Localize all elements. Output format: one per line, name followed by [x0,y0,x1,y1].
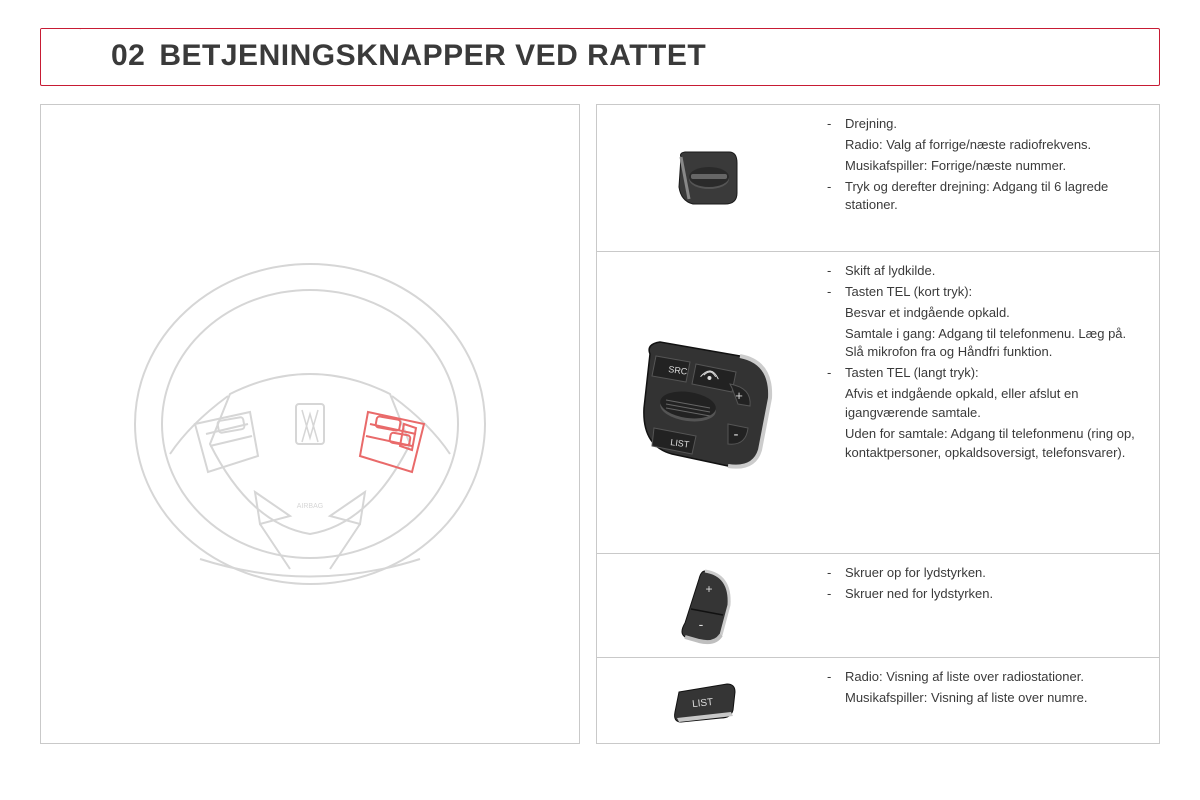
list-sub: Radio: Valg af forrige/næste radiofrekve… [823,136,1145,155]
header-notch [40,28,82,86]
table-row: + - Skruer op for lydstyrken. Skruer ned… [596,554,1160,658]
svg-text:+: + [705,582,712,596]
svg-text:AIRBAG: AIRBAG [297,503,323,510]
list-item: Tasten TEL (kort tryk): [823,283,1145,302]
list-item: Radio: Visning af liste over radiostatio… [823,668,1145,687]
icon-cell: SRC [597,252,817,553]
list-sub: Besvar et indgående opkald. [823,304,1145,323]
description-cell: Skift af lydkilde. Tasten TEL (kort tryk… [817,252,1159,553]
controls-table: Drejning. Radio: Valg af forrige/næste r… [596,104,1160,744]
table-row: Drejning. Radio: Valg af forrige/næste r… [596,104,1160,252]
icon-cell: + - [597,554,817,657]
list-item: Skruer ned for lydstyrken. [823,585,1145,604]
volume-rocker-icon: + - [675,565,739,647]
list-sub: Uden for samtale: Adgang til telefonmenu… [823,425,1145,463]
list-item: Drejning. [823,115,1145,134]
list-button-icon: LIST [671,678,743,724]
list-sub: Samtale i gang: Adgang til telefonmenu. … [823,325,1145,363]
page-title: 02 BETJENINGSKNAPPER VED RATTET [111,39,706,73]
list-item: Tasten TEL (langt tryk): [823,364,1145,383]
steering-wheel-panel: AIRBAG [40,104,580,744]
list-sub: Musikafspiller: Visning af liste over nu… [823,689,1145,708]
table-row: LIST Radio: Visning af liste over radios… [596,658,1160,744]
description-cell: Skruer op for lydstyrken. Skruer ned for… [817,554,1159,657]
description-cell: Drejning. Radio: Valg af forrige/næste r… [817,105,1159,251]
icon-cell [597,105,817,251]
source-list-pad-icon: SRC [632,328,782,478]
svg-text:-: - [699,616,704,632]
content-area: AIRBAG [40,104,1160,744]
icon-cell: LIST [597,658,817,743]
section-title: BETJENINGSKNAPPER VED RATTET [159,39,706,72]
list-item: Skruer op for lydstyrken. [823,564,1145,583]
table-row: SRC [596,252,1160,554]
list-sub: Afvis et indgående opkald, eller afslut … [823,385,1145,423]
description-cell: Radio: Visning af liste over radiostatio… [817,658,1159,743]
rotary-knob-icon [675,149,739,207]
list-sub: Musikafspiller: Forrige/næste nummer. [823,157,1145,176]
list-item: Skift af lydkilde. [823,262,1145,281]
svg-text:-: - [734,426,739,443]
page-header: 02 BETJENINGSKNAPPER VED RATTET [40,28,1160,86]
section-number: 02 [111,39,145,72]
svg-text:+: + [735,388,743,403]
svg-text:LIST: LIST [692,696,714,709]
list-item: Tryk og derefter drejning: Adgang til 6 … [823,178,1145,216]
steering-wheel-icon: AIRBAG [110,224,510,624]
